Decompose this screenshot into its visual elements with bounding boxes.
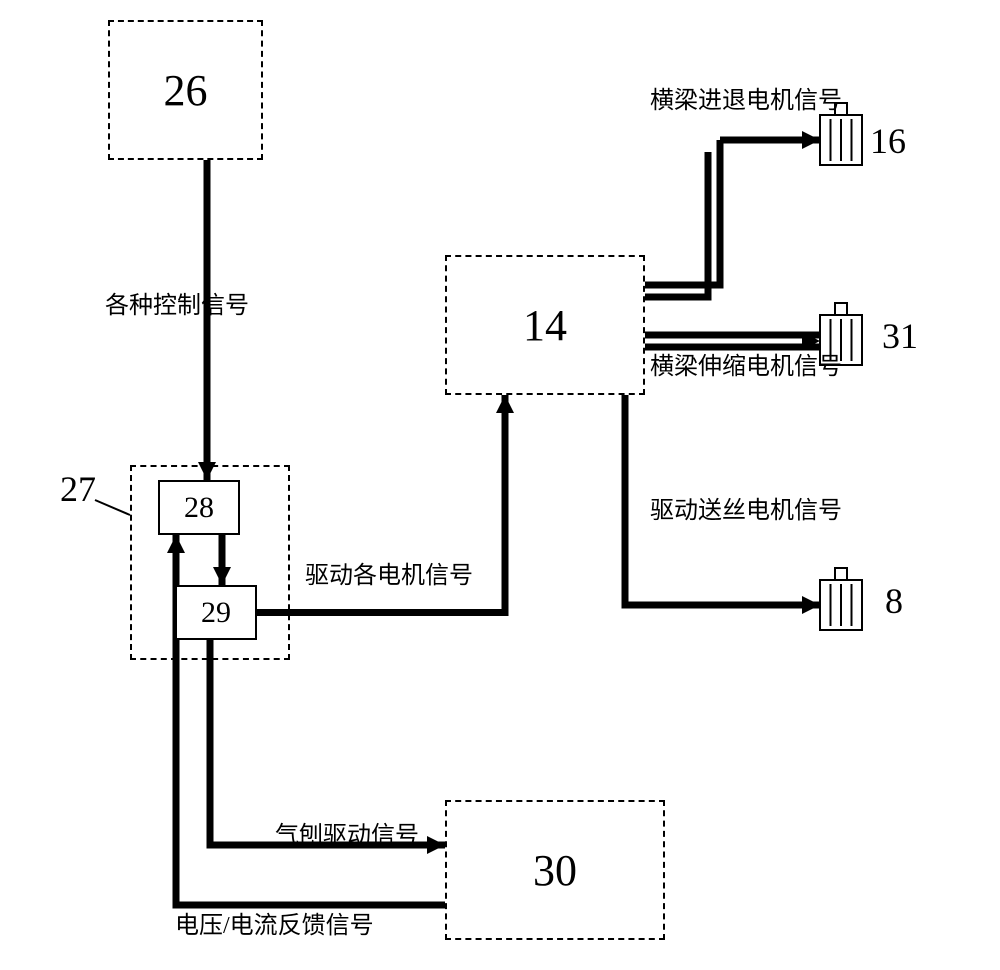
label-drive-all: 驱动各电机信号 (305, 555, 473, 590)
label-gouge: 气刨驱动信号 (275, 815, 419, 850)
motor-16-label: 16 (870, 120, 906, 162)
motor-8-label: 8 (885, 580, 903, 622)
label-wire: 驱动送丝电机信号 (650, 490, 842, 525)
label-beam-ext: 横梁伸缩电机信号 (650, 346, 842, 381)
motor-31-label: 31 (882, 315, 918, 357)
box-29-label: 29 (201, 596, 231, 630)
label-control: 各种控制信号 (105, 285, 249, 320)
box-30: 30 (445, 800, 665, 940)
box-26: 26 (108, 20, 263, 160)
label-beam-adv: 横梁进退电机信号 (650, 80, 842, 115)
box-28: 28 (158, 480, 240, 535)
box-14: 14 (445, 255, 645, 395)
leader-27: 27 (60, 468, 96, 510)
box-29: 29 (175, 585, 257, 640)
box-28-label: 28 (184, 491, 214, 525)
box-14-label: 14 (523, 300, 567, 351)
box-30-label: 30 (533, 845, 577, 896)
label-feedback: 电压/电流反馈信号 (175, 905, 374, 940)
box-26-label: 26 (164, 65, 208, 116)
